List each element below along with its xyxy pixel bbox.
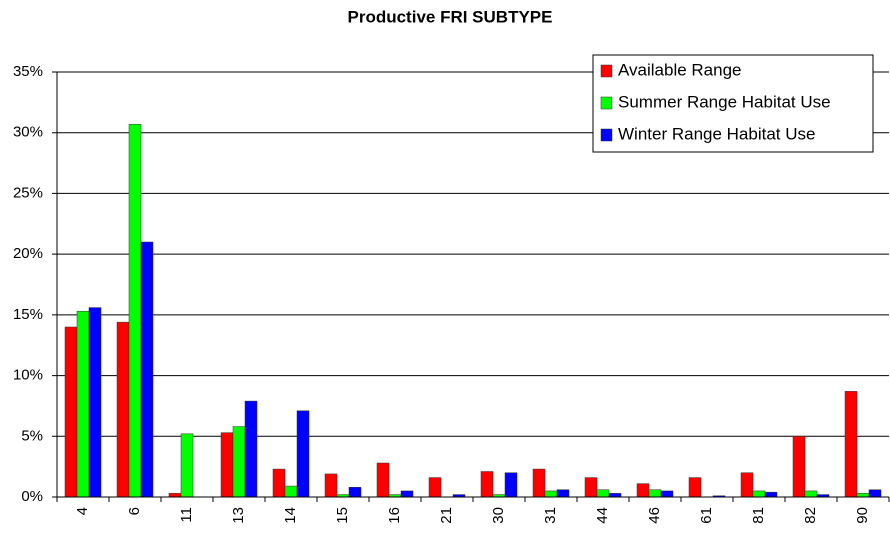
x-tick-label: 61 bbox=[698, 507, 715, 524]
x-tick-label: 46 bbox=[646, 507, 663, 524]
x-tick-label: 14 bbox=[282, 507, 299, 524]
bar bbox=[116, 321, 130, 498]
bar bbox=[296, 410, 310, 498]
y-tick-label: 20% bbox=[13, 245, 43, 262]
bar bbox=[128, 123, 142, 498]
bar bbox=[532, 468, 546, 498]
bar bbox=[688, 477, 702, 498]
x-tick-label: 21 bbox=[438, 507, 455, 524]
legend-box bbox=[592, 54, 874, 153]
bar bbox=[752, 490, 766, 498]
bar bbox=[428, 477, 442, 498]
x-tick-label: 82 bbox=[802, 507, 819, 524]
bar bbox=[556, 489, 570, 498]
y-tick-label: 35% bbox=[13, 63, 43, 80]
x-tick-label: 16 bbox=[386, 507, 403, 524]
y-tick-label: 10% bbox=[13, 367, 43, 384]
x-tick-label: 90 bbox=[854, 507, 871, 524]
bar bbox=[844, 391, 858, 498]
bar bbox=[636, 483, 650, 498]
x-tick-label: 15 bbox=[334, 507, 351, 524]
x-tick-label: 6 bbox=[126, 507, 143, 515]
bar bbox=[764, 491, 778, 498]
x-tick-label: 31 bbox=[542, 507, 559, 524]
bar bbox=[584, 477, 598, 498]
bar bbox=[792, 436, 806, 498]
bar bbox=[232, 426, 246, 498]
legend-swatch bbox=[600, 128, 613, 142]
x-tick-label: 4 bbox=[74, 507, 91, 515]
bar bbox=[64, 326, 78, 498]
x-tick-label: 11 bbox=[178, 507, 195, 523]
chart-title: Productive FRI SUBTYPE bbox=[348, 7, 553, 26]
bar bbox=[544, 490, 558, 498]
bar bbox=[648, 489, 662, 498]
x-tick-label: 30 bbox=[490, 507, 507, 524]
bar bbox=[76, 310, 90, 498]
bar bbox=[88, 307, 102, 498]
bar bbox=[272, 468, 286, 498]
bar bbox=[376, 462, 390, 498]
bar bbox=[284, 485, 298, 498]
y-tick-label: 25% bbox=[13, 184, 43, 201]
bar bbox=[180, 433, 194, 498]
bar bbox=[348, 487, 362, 498]
bar bbox=[140, 241, 154, 498]
x-tick-label: 81 bbox=[750, 507, 767, 524]
y-tick-label: 5% bbox=[21, 427, 43, 444]
bar bbox=[740, 472, 754, 498]
x-tick-label: 44 bbox=[594, 507, 611, 524]
bar bbox=[856, 493, 870, 498]
legend-label: Available Range bbox=[618, 60, 742, 79]
bar bbox=[400, 490, 414, 498]
bar bbox=[504, 472, 518, 498]
legend-label: Winter Range Habitat Use bbox=[618, 124, 815, 143]
bar bbox=[480, 471, 494, 498]
bar bbox=[596, 489, 610, 498]
x-tick-label: 13 bbox=[230, 507, 247, 524]
bar bbox=[244, 400, 258, 498]
y-tick-label: 0% bbox=[21, 488, 43, 505]
bar bbox=[324, 473, 338, 498]
bar bbox=[868, 489, 882, 498]
legend-swatch bbox=[600, 96, 613, 110]
bar bbox=[168, 493, 182, 498]
bar bbox=[608, 493, 622, 498]
bar bbox=[660, 490, 674, 498]
bar bbox=[220, 432, 234, 498]
y-tick-label: 15% bbox=[13, 306, 43, 323]
legend-swatch bbox=[600, 64, 613, 78]
legend-label: Summer Range Habitat Use bbox=[618, 92, 831, 111]
bar bbox=[804, 490, 818, 498]
y-tick-label: 30% bbox=[13, 124, 43, 141]
